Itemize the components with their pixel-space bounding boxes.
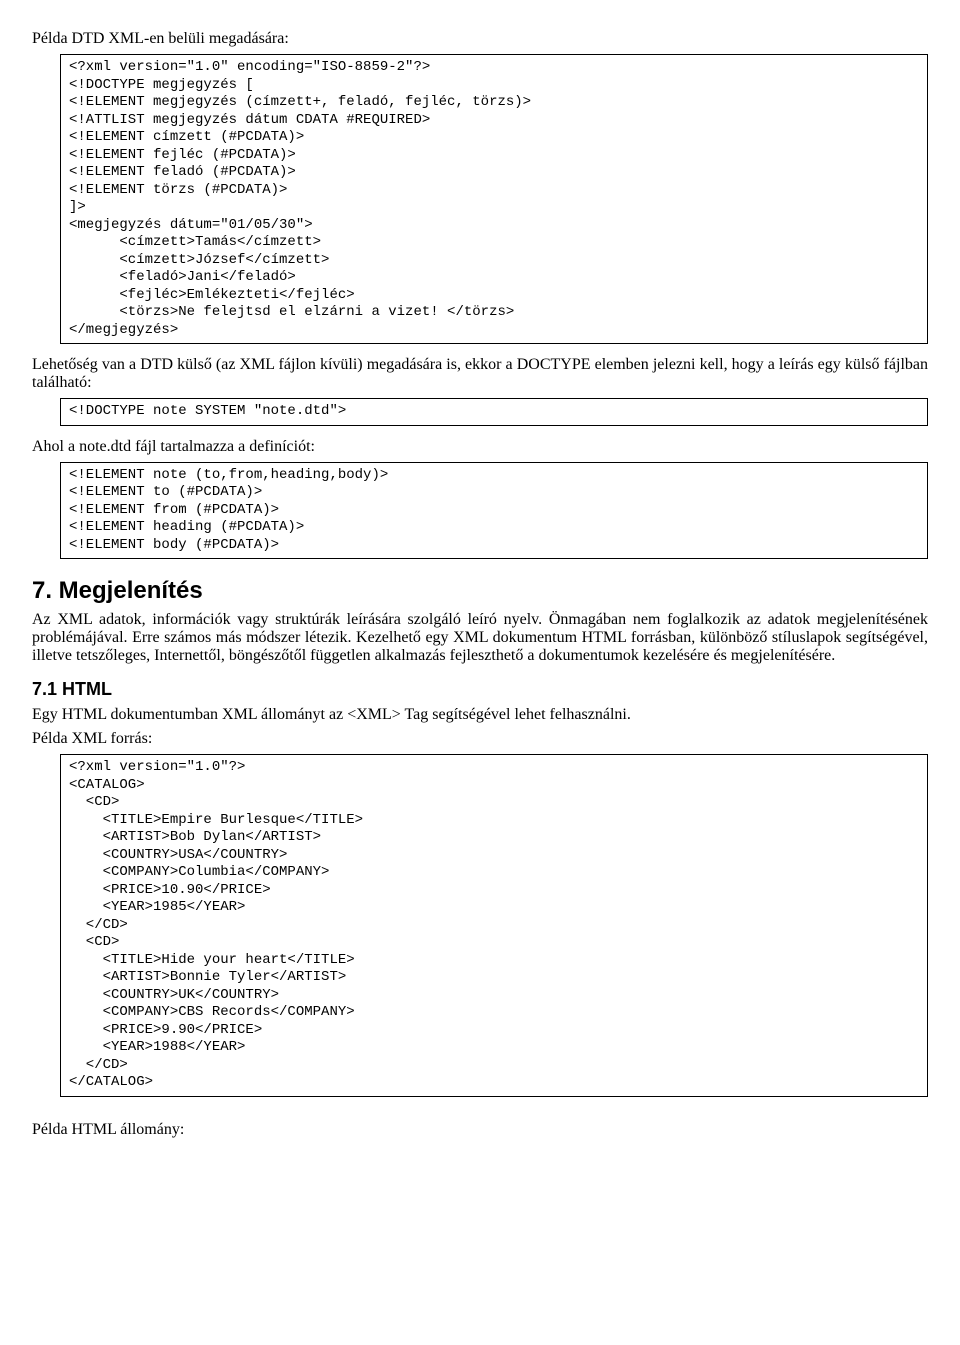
paragraph-external-dtd: Lehetőség van a DTD külső (az XML fájlon… [32,356,928,392]
section-7-1-heading: 7.1 HTML [32,679,928,700]
code-block-doctype-system: <!DOCTYPE note SYSTEM "note.dtd"> [60,398,928,426]
example-html-label: Példa HTML állomány: [32,1121,928,1139]
code-block-dtd-inline: <?xml version="1.0" encoding="ISO-8859-2… [60,54,928,344]
example-xml-label: Példa XML forrás: [32,730,928,748]
code-block-catalog-xml: <?xml version="1.0"?> <CATALOG> <CD> <TI… [60,754,928,1097]
paragraph-note-dtd: Ahol a note.dtd fájl tartalmazza a defin… [32,438,928,456]
code-block-note-dtd: <!ELEMENT note (to,from,heading,body)> <… [60,462,928,560]
section-7-body: Az XML adatok, információk vagy struktúr… [32,611,928,665]
section-7-heading: 7. Megjelenítés [32,577,928,605]
intro-paragraph: Példa DTD XML-en belüli megadására: [32,30,928,48]
section-7-1-body: Egy HTML dokumentumban XML állományt az … [32,706,928,724]
